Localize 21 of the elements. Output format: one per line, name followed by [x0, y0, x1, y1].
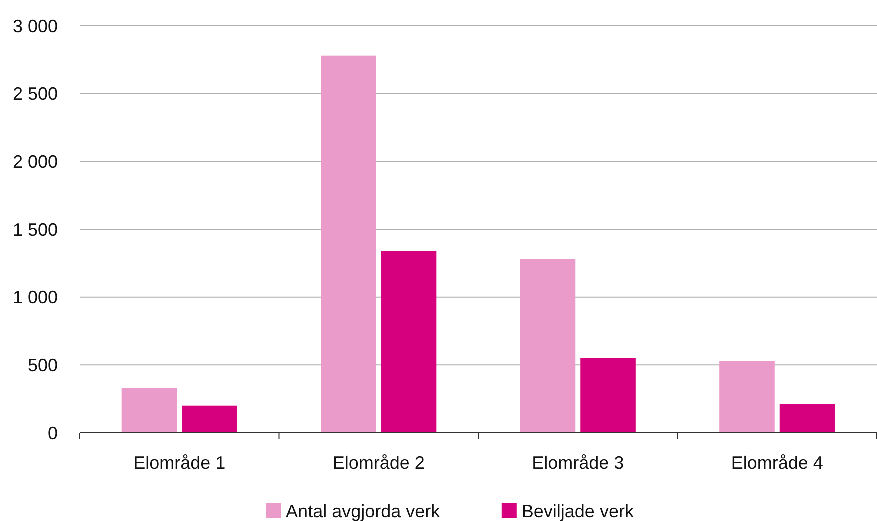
y-tick-label: 2 000 — [12, 152, 58, 172]
bar — [780, 404, 836, 433]
y-tick-label: 0 — [48, 423, 58, 444]
x-tick-label: Elområde 4 — [731, 453, 824, 473]
bar — [520, 259, 576, 433]
bar — [321, 56, 376, 433]
legend-label: Beviljade verk — [522, 501, 635, 521]
bar — [580, 358, 636, 433]
bar — [381, 251, 437, 433]
x-tick-label: Elområde 1 — [134, 453, 226, 473]
legend-label: Antal avgjorda verk — [286, 501, 442, 521]
bar — [720, 361, 775, 433]
x-tick-label: Elområde 2 — [332, 453, 425, 473]
y-tick-label: 3 000 — [12, 16, 58, 36]
bar — [122, 388, 178, 433]
bar — [182, 406, 238, 433]
y-tick-label: 1 500 — [12, 220, 58, 240]
y-tick-label: 2 500 — [12, 84, 58, 104]
x-tick-label: Elområde 3 — [532, 453, 624, 473]
y-tick-label: 500 — [28, 355, 58, 376]
y-tick-label: 1 000 — [12, 288, 58, 308]
